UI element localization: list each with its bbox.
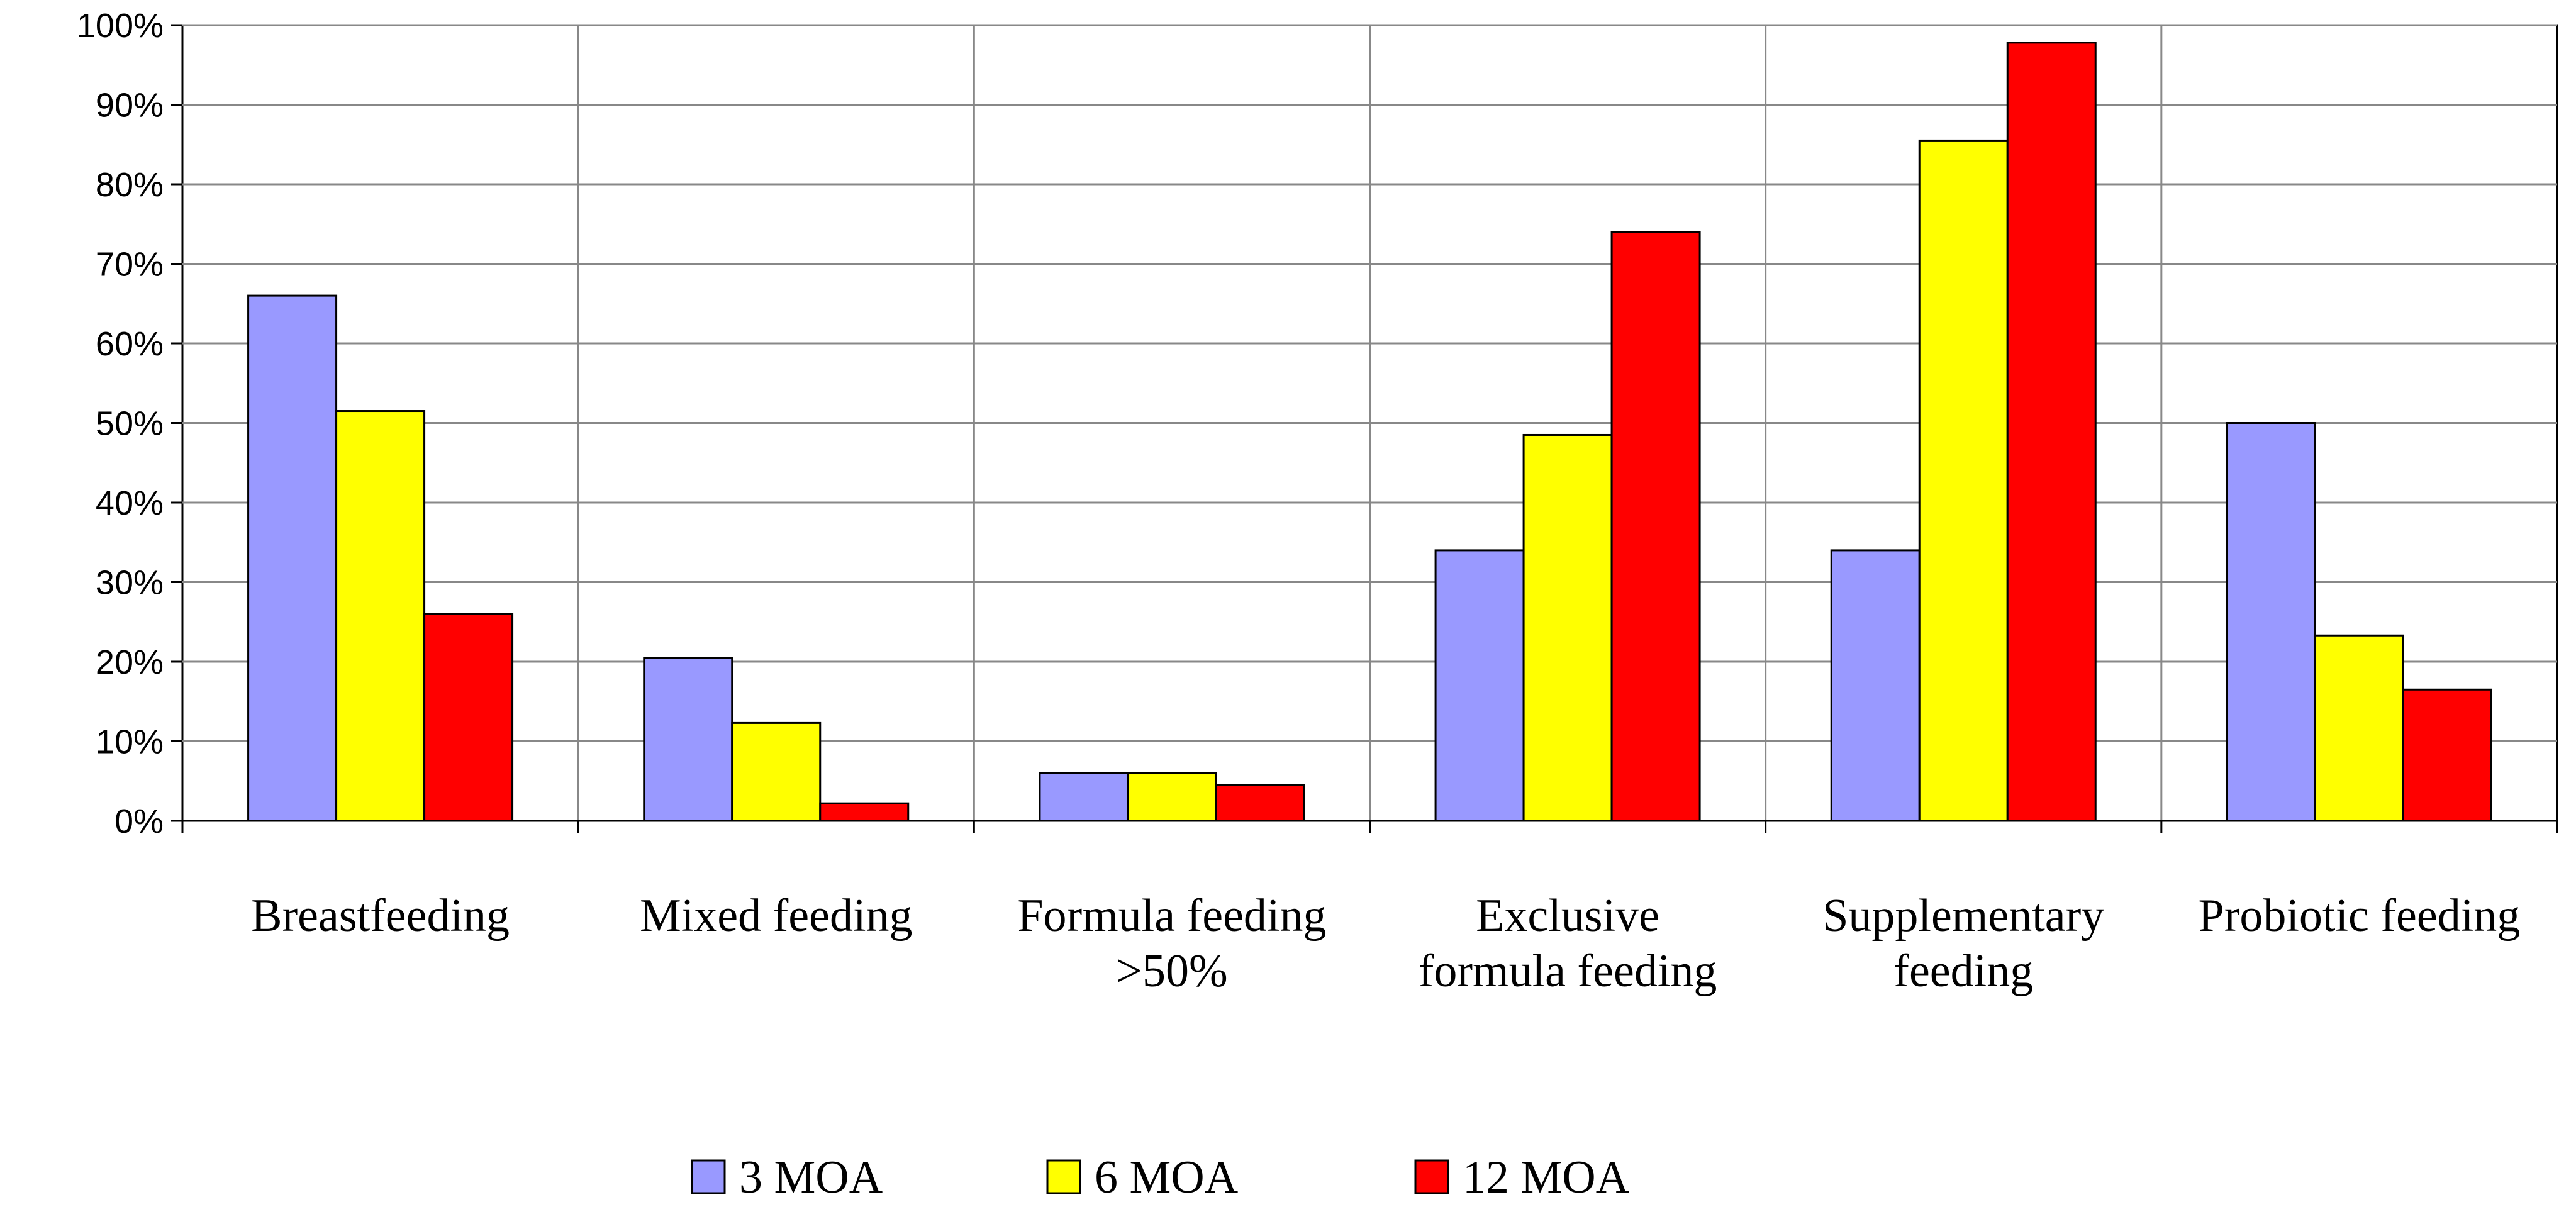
legend-swatch	[691, 1159, 726, 1194]
y-tick-label: 100%	[77, 7, 164, 45]
bar-6-moa	[1918, 139, 2009, 822]
y-tick-label: 0%	[114, 803, 164, 840]
x-tick-label: Exclusive	[1476, 890, 1659, 942]
x-tick-label: Breastfeeding	[251, 890, 510, 942]
y-tick-label: 10%	[96, 723, 164, 761]
x-tick-label: Probiotic feeding	[2199, 890, 2521, 942]
bar-3-moa	[247, 294, 338, 822]
bar-3-moa	[1039, 772, 1129, 822]
x-tick-label: feeding	[1893, 945, 2033, 997]
bar-12-moa	[819, 802, 910, 822]
bar-12-moa	[1610, 231, 1701, 822]
y-tick-label: 20%	[96, 643, 164, 681]
bar-12-moa	[1215, 784, 1305, 822]
x-tick-label: formula feeding	[1419, 945, 1717, 997]
y-tick-label: 40%	[96, 484, 164, 522]
legend-label: 12 MOA	[1463, 1152, 1629, 1203]
bar-3-moa	[1830, 549, 1921, 822]
x-axis: Breastfeeding Mixed feeding Formula feedin…	[251, 890, 2520, 997]
x-tick-label: Formula feeding	[1017, 890, 1326, 942]
legend-label: 3 MOA	[739, 1152, 883, 1203]
y-tick-label: 70%	[96, 246, 164, 284]
bar-3-moa	[643, 657, 733, 822]
x-tick-label: Mixed feeding	[640, 890, 913, 942]
y-axis: 0% 10% 20% 30% 40% 50% 60% 70% 80% 90% 100%	[77, 7, 2558, 840]
bar-3-moa	[1434, 549, 1525, 822]
bar-12-moa	[2402, 688, 2492, 822]
y-tick-label: 60%	[96, 325, 164, 363]
x-tick-label: Supplementary	[1822, 890, 2104, 942]
legend: 3 MOA 6 MOA 12 MOA	[691, 1152, 1629, 1203]
y-tick-label: 90%	[96, 87, 164, 125]
bar-3-moa	[2226, 422, 2316, 822]
bar-12-moa	[423, 613, 514, 822]
bar-6-moa	[731, 721, 822, 822]
y-tick-label: 50%	[96, 405, 164, 443]
bars	[247, 42, 2492, 822]
bar-12-moa	[2006, 42, 2097, 822]
bar-6-moa	[1522, 433, 1613, 822]
bar-6-moa	[1127, 772, 1217, 822]
legend-label: 6 MOA	[1095, 1152, 1238, 1203]
x-tick-label: >50%	[1116, 945, 1227, 997]
y-tick-label: 80%	[96, 166, 164, 204]
y-tick-label: 30%	[96, 564, 164, 602]
legend-swatch	[1046, 1159, 1081, 1194]
legend-swatch	[1414, 1159, 1449, 1194]
bar-6-moa	[335, 410, 426, 822]
bar-6-moa	[2314, 634, 2404, 822]
